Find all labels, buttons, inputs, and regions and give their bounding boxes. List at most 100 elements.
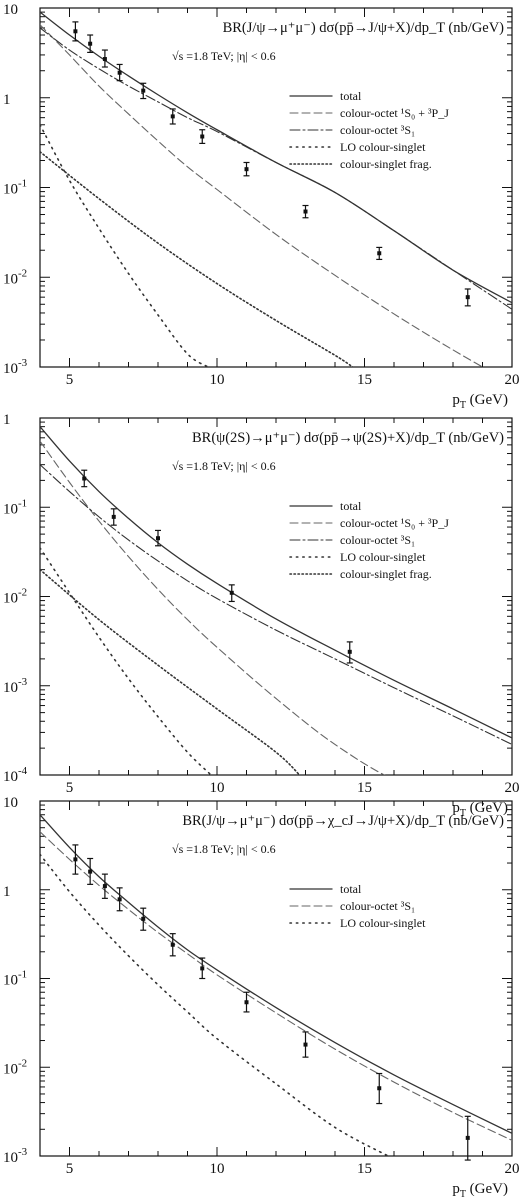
data-point (170, 942, 175, 947)
y-tick-label: 10-2 (3, 587, 27, 607)
x-axis-label: pT (GeV) (452, 800, 508, 819)
series-line-2 (40, 24, 484, 367)
plot-frame (39, 800, 513, 1157)
x-tick-label: 15 (357, 1161, 372, 1177)
y-tick-label: 1 (3, 884, 11, 900)
y-tick-label: 1 (3, 412, 11, 428)
y-tick-label: 10-3 (3, 1146, 28, 1166)
data-point (377, 1086, 382, 1091)
curves (40, 814, 512, 1156)
data-point (244, 1000, 249, 1005)
plot-frame (39, 7, 513, 368)
data-point (117, 897, 122, 902)
chart-title: BR(ψ(2S)→μ⁺μ⁻) dσ(pp̄→ψ(2S)+X)/dp_T (nb/… (192, 430, 504, 446)
data-point (117, 70, 122, 75)
chart-subtitle: √s =1.8 TeV; |η| < 0.6 (172, 49, 276, 63)
y-tick-label: 10 (3, 795, 18, 811)
data-point (141, 916, 146, 921)
data-point (82, 476, 87, 481)
series-line-4 (40, 547, 212, 775)
x-tick-label: 20 (505, 780, 520, 796)
x-tick-label: 20 (505, 372, 520, 388)
series-line-2 (40, 440, 425, 775)
legend-label: colour-octet ³S₁ (340, 533, 415, 547)
x-tick-label: 5 (66, 780, 74, 796)
chart-panel-2: 5 10 15 20 10-4 10-3 10-2 10-1 1 pT (GeV) BR(ψ(2S)… (3, 412, 520, 819)
legend-label: LO colour-singlet (340, 916, 426, 930)
x-tick-label: 20 (505, 1161, 520, 1177)
chart-panel-1: 5 10 15 20 10-3 10-2 10-1 1 10 pT (GeV) BR(J/ψ→μ⁺μ… (3, 2, 520, 411)
data-point (244, 167, 249, 172)
series-line-1 (40, 426, 512, 739)
x-tick-label: 5 (66, 1161, 74, 1177)
data-point (303, 209, 308, 214)
curves (40, 11, 512, 367)
series-line-2 (40, 831, 512, 1141)
x-tick-label: 10 (210, 372, 225, 388)
legend-label: colour-octet ³S₁ (340, 899, 415, 913)
data-point (170, 114, 175, 119)
data-point (200, 134, 205, 139)
plot-frame (39, 417, 513, 776)
y-tick-label: 10 (3, 2, 18, 18)
legend-label: total (340, 882, 362, 896)
legend-label: colour-singlet frag. (340, 157, 432, 171)
y-tick-label: 10-3 (3, 357, 28, 377)
y-tick-label: 10-3 (3, 676, 28, 696)
legend: total colour-octet ³S₁ LO colour-singlet (289, 882, 426, 930)
series-line-3 (40, 27, 512, 310)
series-line-1 (40, 814, 512, 1134)
data-point (229, 590, 234, 595)
legend-label: colour-octet ³S₁ (340, 123, 415, 137)
curves (40, 426, 512, 775)
legend-label: LO colour-singlet (340, 550, 426, 564)
data-point (73, 857, 78, 862)
y-tick-label: 10-1 (3, 497, 27, 517)
x-tick-label: 15 (357, 372, 372, 388)
legend-label: colour-octet ¹S₀ + ³P_J (340, 106, 449, 120)
chart-subtitle: √s =1.8 TeV; |η| < 0.6 (172, 842, 276, 856)
chart-title: BR(J/ψ→μ⁺μ⁻) dσ(pp̄→χ_cJ→J/ψ+X)/dp_T (nb… (182, 813, 504, 829)
y-tick-label: 1 (3, 92, 11, 108)
data-point (88, 869, 93, 874)
x-tick-label: 10 (210, 1161, 225, 1177)
data-point (73, 29, 78, 34)
x-tick-label: 5 (66, 372, 74, 388)
series-line-1 (40, 11, 512, 304)
x-axis-label: pT (GeV) (452, 392, 508, 411)
data-point (465, 295, 470, 300)
legend-label: total (340, 89, 362, 103)
series-line-5 (40, 568, 301, 775)
series-line-3 (40, 464, 512, 745)
data-point (102, 57, 107, 62)
data-point (465, 1135, 470, 1140)
legend-label: colour-octet ¹S₀ + ³P_J (340, 516, 449, 530)
x-tick-label: 15 (357, 780, 372, 796)
series-line-4 (40, 123, 209, 367)
data-point (102, 884, 107, 889)
y-tick-label: 10-1 (3, 969, 27, 989)
x-tick-label: 10 (210, 780, 225, 796)
legend: total colour-octet ¹S₀ + ³P_J colour-octet… (289, 89, 449, 171)
y-tick-label: 10-2 (3, 1057, 27, 1077)
data-point (347, 649, 352, 654)
data-point (141, 88, 146, 93)
chart-title: BR(J/ψ→μ⁺μ⁻) dσ(pp̄→J/ψ+X)/dp_T (nb/GeV) (223, 20, 505, 36)
series-line-3 (40, 853, 389, 1156)
data-point (303, 1042, 308, 1047)
x-axis-label: pT (GeV) (452, 1181, 508, 1200)
chart-subtitle: √s =1.8 TeV; |η| < 0.6 (172, 459, 276, 473)
y-tick-label: 10-1 (3, 178, 27, 198)
legend-label: total (340, 499, 362, 513)
series-line-5 (40, 150, 354, 367)
data-point (111, 514, 116, 519)
data-point (200, 966, 205, 971)
y-tick-label: 10-2 (3, 267, 27, 287)
data-point (88, 41, 93, 46)
legend-label: LO colour-singlet (340, 140, 426, 154)
legend: total colour-octet ¹S₀ + ³P_J colour-octet… (289, 499, 449, 581)
legend-label: colour-singlet frag. (340, 567, 432, 581)
data-point (156, 536, 160, 541)
